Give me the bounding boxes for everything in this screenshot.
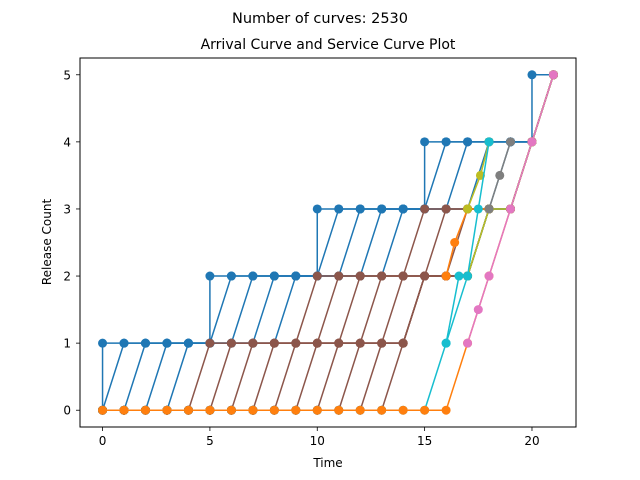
- data-point: [463, 137, 473, 147]
- x-tick-label: 10: [310, 434, 325, 448]
- data-point: [334, 338, 344, 348]
- data-point: [248, 405, 258, 415]
- data-point: [463, 338, 473, 348]
- data-point: [484, 204, 494, 214]
- y-tick-label: 3: [63, 202, 71, 216]
- data-point: [248, 338, 258, 348]
- data-point: [377, 204, 387, 214]
- data-point: [527, 137, 537, 147]
- data-point: [495, 170, 505, 180]
- data-point: [291, 271, 301, 281]
- data-point: [441, 338, 451, 348]
- data-point: [355, 271, 365, 281]
- data-point: [398, 338, 408, 348]
- data-point: [420, 405, 430, 415]
- data-point: [398, 271, 408, 281]
- series-20: [484, 137, 516, 214]
- data-point: [226, 338, 236, 348]
- data-point: [484, 137, 494, 147]
- data-point: [205, 405, 215, 415]
- data-point: [548, 70, 558, 80]
- data-point: [269, 338, 279, 348]
- data-point: [269, 271, 279, 281]
- data-point: [420, 271, 430, 281]
- data-point: [450, 238, 460, 247]
- data-point: [334, 204, 344, 214]
- x-tick-label: 5: [206, 434, 214, 448]
- data-point: [226, 405, 236, 415]
- y-tick-label: 0: [63, 404, 71, 418]
- x-tick-label: 20: [524, 434, 539, 448]
- data-point: [291, 338, 301, 348]
- data-point: [463, 271, 473, 281]
- y-tick-label: 4: [63, 135, 71, 149]
- data-point: [98, 338, 108, 348]
- axes-frame: [79, 57, 577, 428]
- data-point: [441, 405, 451, 415]
- data-point: [377, 271, 387, 281]
- data-point: [420, 137, 430, 147]
- data-point: [291, 405, 301, 415]
- data-point: [454, 271, 464, 281]
- y-axis-label: Release Count: [40, 199, 54, 286]
- y-tick-label: 5: [63, 68, 71, 82]
- series-line-21: [466, 74, 555, 344]
- data-point: [420, 204, 430, 214]
- series-layer: [98, 70, 558, 415]
- data-point: [527, 70, 537, 80]
- data-point: [312, 338, 322, 348]
- data-point: [441, 137, 451, 147]
- data-point: [162, 338, 172, 348]
- data-point: [248, 271, 258, 281]
- data-point: [205, 338, 215, 348]
- data-point: [98, 405, 108, 415]
- data-point: [355, 338, 365, 348]
- data-point: [355, 405, 365, 415]
- data-point: [398, 204, 408, 214]
- data-point: [506, 137, 516, 147]
- data-point: [334, 271, 344, 281]
- y-axis: 0 1 2 3 4 5: [63, 68, 80, 418]
- data-point: [183, 405, 193, 415]
- x-axis: 0 5 10 15 20: [99, 427, 540, 448]
- data-point: [140, 405, 150, 415]
- data-point: [473, 204, 483, 214]
- data-point: [119, 405, 129, 415]
- plot-area: [79, 57, 577, 428]
- data-point: [119, 338, 129, 348]
- x-tick-label: 0: [99, 434, 107, 448]
- data-point: [226, 271, 236, 281]
- x-axis-label: Time: [312, 456, 342, 470]
- y-tick-label: 2: [63, 270, 71, 284]
- data-point: [334, 405, 344, 415]
- data-point: [473, 305, 483, 315]
- data-point: [183, 338, 193, 348]
- data-point: [441, 271, 451, 281]
- data-point: [377, 338, 387, 348]
- series-22: [441, 137, 494, 348]
- data-point: [463, 204, 473, 214]
- data-point: [398, 405, 408, 415]
- data-point: [312, 204, 322, 214]
- figure-suptitle: Number of curves: 2530: [232, 11, 408, 27]
- data-point: [355, 204, 365, 214]
- data-point: [312, 271, 322, 281]
- data-point: [441, 204, 451, 214]
- chart-title: Arrival Curve and Service Curve Plot: [201, 37, 456, 53]
- data-point: [377, 405, 387, 415]
- x-tick-label: 15: [417, 434, 432, 448]
- data-point: [269, 405, 279, 415]
- series-21: [463, 70, 558, 348]
- data-point: [506, 204, 516, 214]
- data-point: [162, 405, 172, 415]
- data-point: [484, 271, 494, 281]
- data-point: [205, 271, 215, 281]
- data-point: [312, 405, 322, 415]
- y-tick-label: 1: [63, 337, 71, 351]
- data-point: [140, 338, 150, 348]
